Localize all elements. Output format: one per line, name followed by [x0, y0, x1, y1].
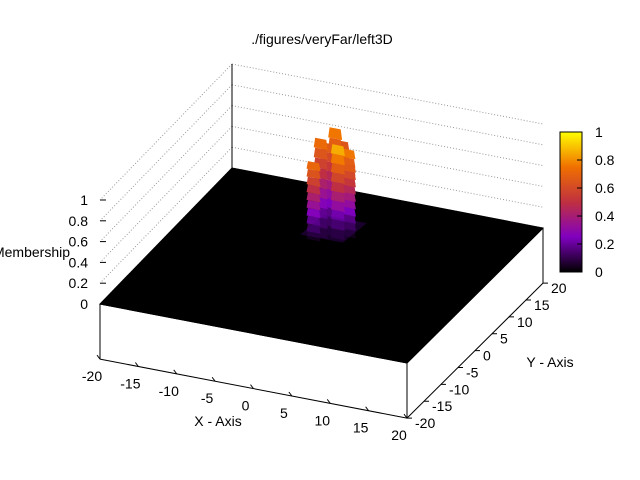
membership-peak	[300, 127, 367, 243]
grid-line	[99, 63, 233, 201]
y-tick-label: -15	[432, 398, 452, 414]
peak-facet	[342, 214, 356, 224]
peak-facet	[342, 177, 356, 188]
y-tick-label: 0	[483, 348, 491, 364]
peak-facet	[306, 168, 321, 180]
z-axis-label: Membership	[0, 244, 70, 260]
grid-line	[231, 105, 544, 167]
y-axis-line	[406, 227, 544, 364]
x-tick-mark	[326, 399, 331, 404]
peak-facet	[330, 162, 345, 175]
x-tick-mark	[403, 413, 408, 419]
chart-title: ./figures/veryFar/left3D	[251, 31, 393, 47]
peak-facet	[342, 192, 356, 202]
x-tick-mark	[96, 354, 101, 360]
peak-facet	[306, 207, 321, 219]
z-tick-label: 0.6	[69, 234, 89, 250]
x-tick-mark	[365, 406, 370, 412]
peak-facet	[342, 184, 356, 195]
z-ticks: 0 0.2 0.4 0.6 0.8 1	[69, 192, 106, 312]
x-tick-label: -15	[120, 375, 140, 391]
x-tick-mark	[288, 391, 293, 397]
y-tick-label: -5	[466, 364, 479, 380]
peak-facet	[313, 147, 328, 160]
peak-facet	[306, 223, 321, 234]
peak-facet	[330, 228, 345, 241]
peak-facet	[306, 215, 321, 226]
peak-facet	[342, 221, 356, 232]
y-tick-label: 10	[517, 314, 533, 330]
y-tick-label: -20	[415, 415, 435, 431]
peak-facet	[342, 199, 356, 210]
peak-facet	[342, 228, 356, 239]
peak-facet	[330, 153, 345, 166]
x-tick-mark	[250, 384, 254, 389]
peak-facet	[330, 181, 345, 194]
x-tick-label: -5	[201, 390, 214, 406]
x-tick-label: 20	[391, 427, 407, 443]
peak-facet	[306, 184, 321, 195]
y-axis-label: Y - Axis	[526, 354, 573, 370]
x-tick-mark	[134, 362, 139, 367]
x-axis-label: X - Axis	[194, 413, 241, 429]
x-tick-label: -10	[159, 383, 179, 399]
y-tick-label: 5	[500, 331, 508, 347]
peak-facet	[342, 163, 356, 173]
peak-facet	[330, 172, 345, 185]
colorbar-tick-label: 0.2	[595, 236, 615, 252]
x-ticks: -20 -15 -10 -5 0 5 10 15 20	[82, 354, 408, 443]
colorbar-tick-label: 0	[595, 264, 603, 280]
z-tick-label: 0.2	[69, 275, 89, 291]
peak-facet	[342, 170, 356, 181]
colorbar-gradient	[559, 131, 583, 273]
peak-facet	[330, 219, 345, 231]
peak-facet	[330, 190, 345, 203]
z-tick-label: 1	[80, 192, 88, 208]
peak-base	[300, 214, 367, 243]
peak-facet	[306, 192, 321, 203]
peak-facet	[306, 231, 321, 242]
colorbar-tick-label: 0.6	[595, 180, 615, 196]
y-tick-label: -10	[449, 381, 469, 397]
grid-line	[231, 84, 544, 146]
z-tick-label: 0.8	[69, 213, 89, 229]
peak-facet	[328, 127, 343, 141]
peak-facet	[342, 206, 356, 217]
peak-facet	[306, 176, 321, 187]
peak-facet	[306, 200, 321, 211]
peak-facet	[330, 144, 345, 156]
peak-facet	[306, 161, 321, 172]
z-tick-label: 0	[80, 296, 88, 312]
y-tick-label: 20	[551, 280, 567, 296]
grid-line	[231, 63, 544, 125]
colorbar-tick-label: 0.8	[595, 152, 615, 168]
x-tick-label: -20	[82, 368, 102, 384]
z-tick-label: 0.4	[69, 254, 89, 270]
colorbar	[559, 131, 583, 273]
x-tick-label: 0	[242, 398, 250, 414]
peak-facet	[330, 200, 345, 213]
x-tick-mark	[211, 376, 216, 382]
y-tick-label: 15	[534, 297, 550, 313]
colorbar-tick-label: 1	[595, 124, 603, 140]
peak-facet	[341, 148, 356, 160]
x-tick-label: 5	[280, 405, 288, 421]
x-tick-label: 10	[314, 412, 330, 428]
x-tick-label: 15	[353, 420, 369, 436]
x-axis-line	[99, 303, 408, 364]
peak-facet	[313, 137, 328, 150]
colorbar-ticks: 0 0.2 0.4 0.6 0.8 1	[577, 124, 615, 280]
colorbar-tick-label: 0.4	[595, 208, 615, 224]
peak-facet	[330, 209, 345, 222]
x-tick-mark	[173, 369, 178, 375]
